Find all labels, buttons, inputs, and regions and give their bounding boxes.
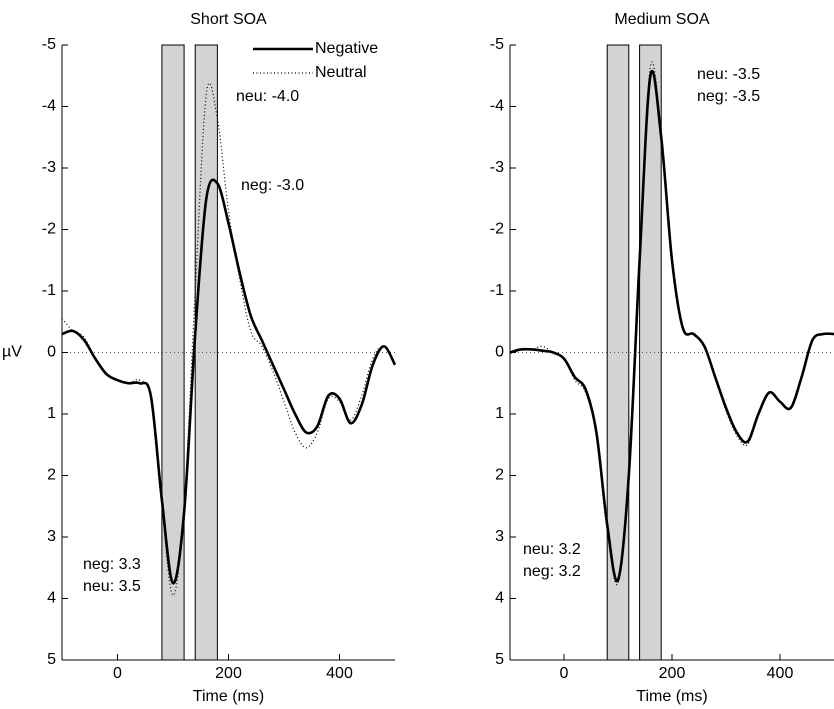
y-tick-label: 1 [495,405,504,422]
x-tick-label: 200 [215,665,242,682]
y-tick-label: -5 [490,36,504,53]
y-tick-label: 5 [495,651,504,668]
y-tick-label: -3 [490,159,504,176]
y-tick-label: 4 [47,590,56,607]
x-axis-label: Time (ms) [636,688,707,705]
chart-title: Medium SOA [614,11,709,28]
series-line [61,178,397,585]
legend-label: Neutral [315,64,367,81]
chart-title: Short SOA [190,11,267,28]
annotation: neu: -4.0 [236,88,299,105]
y-tick-label: 2 [495,467,504,484]
y-tick-label: 2 [47,467,56,484]
series-line [61,82,396,597]
annotation: neu: -3.5 [697,66,760,83]
y-tick-label: 0 [47,344,56,361]
annotation: neu: 3.5 [83,578,141,595]
x-tick-label: 0 [113,665,122,682]
y-tick-label: -2 [490,221,504,238]
y-tick-label: 5 [47,651,56,668]
y-tick-label: -1 [490,282,504,299]
y-tick-label: 3 [47,528,56,545]
x-tick-label: 0 [560,665,569,682]
series-line [509,69,834,583]
x-tick-label: 200 [659,665,686,682]
y-tick-label: 0 [495,344,504,361]
x-tick-label: 400 [326,665,353,682]
time-window [161,44,185,661]
y-tick-label: -3 [42,159,56,176]
y-tick-label: 1 [47,405,56,422]
y-axis-label: µV [2,344,22,361]
annotation: neg: 3.2 [523,563,581,580]
annotation: neu: 3.2 [523,541,581,558]
y-tick-label: -2 [42,221,56,238]
series-line [509,61,834,586]
annotation: neg: 3.3 [83,556,141,573]
annotation: neg: -3.0 [241,177,304,194]
x-tick-label: 400 [767,665,794,682]
y-tick-label: 4 [495,590,504,607]
annotation: neg: -3.5 [697,88,760,105]
y-tick-label: -5 [42,36,56,53]
legend-label: Negative [315,40,378,57]
y-tick-label: -4 [490,98,504,115]
y-tick-label: 3 [495,528,504,545]
y-tick-label: -4 [42,98,56,115]
y-tick-label: -1 [42,282,56,299]
x-axis-label: Time (ms) [193,688,264,705]
